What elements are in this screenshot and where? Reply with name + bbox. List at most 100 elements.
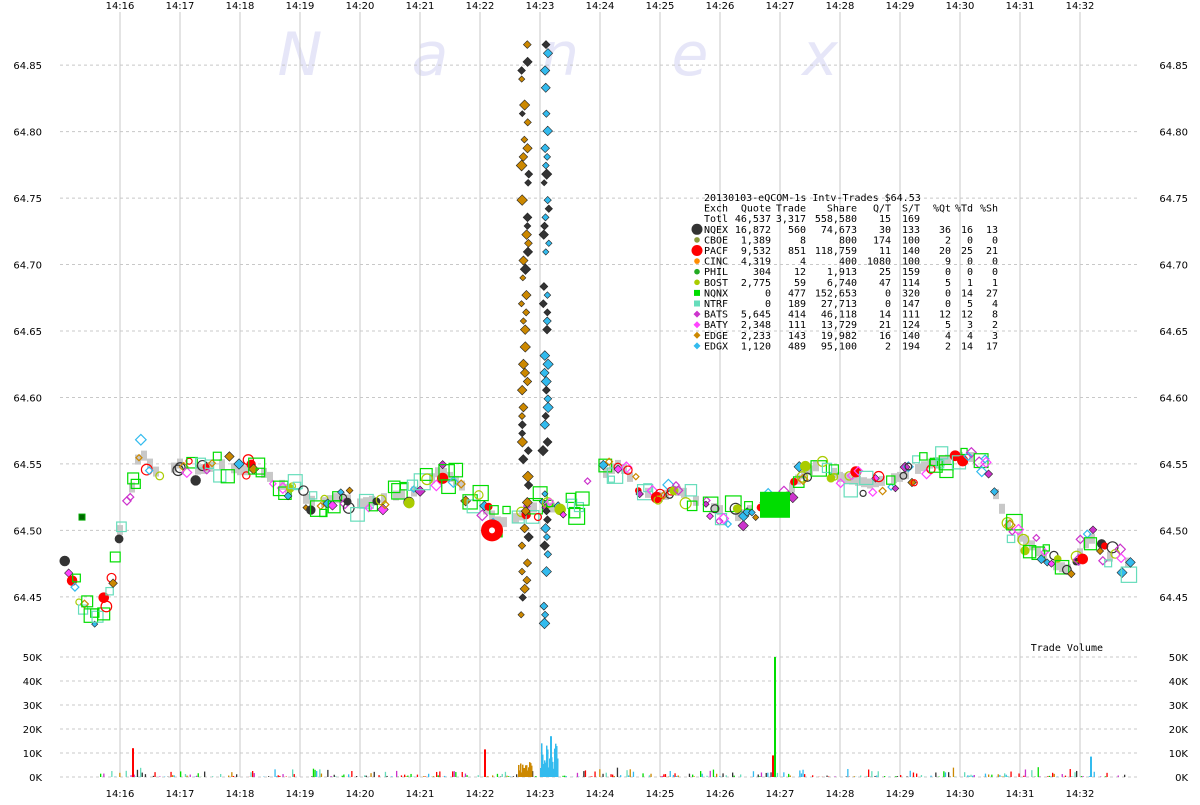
volume-bar xyxy=(366,776,367,777)
trade-marker-diamond xyxy=(540,541,549,550)
legend-cell-exch: EDGX xyxy=(704,341,728,352)
trade-marker-diamond xyxy=(524,481,533,490)
legend-cell-qt: 0 xyxy=(885,299,891,310)
legend-cell-psh: 2 xyxy=(992,320,998,331)
legend-cell-share: 13,729 xyxy=(821,320,857,331)
notable-trade-nqnx xyxy=(760,492,790,518)
trade-marker-diamond xyxy=(525,179,532,186)
trade-marker-diamond xyxy=(1117,568,1127,578)
legend-cell-quote: 0 xyxy=(765,299,771,310)
legend-cell-quote: 1,389 xyxy=(741,235,771,246)
trade-marker-square xyxy=(214,470,226,482)
volume-bar xyxy=(612,775,613,777)
volume-bars xyxy=(100,657,1125,777)
volume-bar xyxy=(670,771,671,777)
legend-cell-qt: 30 xyxy=(879,225,891,236)
volume-bar xyxy=(140,768,141,777)
legend-cell-st: 111 xyxy=(902,310,920,321)
volume-bar xyxy=(602,774,603,777)
volume-bar xyxy=(174,775,175,777)
volume-bar xyxy=(1039,776,1040,777)
volume-bar xyxy=(702,774,703,777)
legend-cell-st: 159 xyxy=(902,267,920,278)
legend-cell-ptd: 16 xyxy=(961,225,973,236)
trade-marker-diamond xyxy=(546,240,552,246)
y-tick-label-right: 64.85 xyxy=(1159,61,1188,72)
trade-marker-diamond xyxy=(543,438,552,447)
quote-band xyxy=(867,479,873,489)
legend-cell-pqt: 20 xyxy=(939,246,951,257)
volume-bar xyxy=(406,776,407,777)
volume-bar xyxy=(204,772,205,777)
legend-total-cell: 15 xyxy=(879,214,891,225)
trade-marker-diamond xyxy=(543,325,552,334)
volume-bar xyxy=(866,776,867,777)
volume-bar xyxy=(985,774,986,777)
legend-cell-pqt: 36 xyxy=(939,225,951,236)
legend-table: 20130103-eQCOM-1s Intv-Trades $64.53Exch… xyxy=(692,193,999,352)
x-tick-label-top: 14:18 xyxy=(226,1,255,12)
volume-bar xyxy=(516,774,517,777)
volume-tick-label-right: 30K xyxy=(1169,701,1189,712)
quote-band xyxy=(861,477,867,487)
trade-marker-diamond xyxy=(524,532,533,541)
legend-cell-trade: 414 xyxy=(788,310,806,321)
quote-band xyxy=(999,504,1005,514)
notable-trade-nqex xyxy=(79,514,85,520)
legend-cell-ptd: 14 xyxy=(961,288,973,299)
volume-bar xyxy=(319,769,320,777)
volume-tick-label-right: 20K xyxy=(1169,725,1189,736)
trade-marker-diamond xyxy=(523,377,531,385)
volume-bar xyxy=(407,776,408,777)
volume-bar xyxy=(860,776,861,777)
legend-cell-trade: 143 xyxy=(788,331,806,342)
volume-bar xyxy=(154,772,155,777)
x-tick-label-bottom: 14:30 xyxy=(946,789,975,800)
trade-marker-diamond xyxy=(136,434,147,445)
legend-cell-qt: 11 xyxy=(879,246,891,257)
trade-marker-diamond xyxy=(523,144,532,153)
volume-bar xyxy=(220,774,221,777)
volume-bar xyxy=(758,775,759,777)
y-tick-label-left: 64.55 xyxy=(13,460,42,471)
y-tick-label-right: 64.80 xyxy=(1159,128,1188,139)
y-tick-label-left: 64.65 xyxy=(13,327,42,338)
volume-bar xyxy=(1074,772,1075,777)
volume-bar xyxy=(761,772,762,777)
volume-bar xyxy=(910,771,911,777)
volume-bar xyxy=(455,772,456,777)
y-tick-label-left: 64.80 xyxy=(13,128,42,139)
volume-bar xyxy=(250,772,251,777)
volume-bar xyxy=(428,774,429,777)
trade-marker-square xyxy=(213,452,221,460)
volume-bar xyxy=(404,775,405,777)
volume-bar xyxy=(988,774,989,777)
volume-bar xyxy=(766,773,767,777)
y-tick-label-left: 64.85 xyxy=(13,61,42,72)
x-tick-label-top: 14:31 xyxy=(1006,1,1035,12)
volume-bar xyxy=(1065,776,1066,777)
volume-bar xyxy=(790,776,791,777)
x-tick-label-top: 14:28 xyxy=(826,1,855,12)
volume-bar-notable xyxy=(550,736,552,777)
quote-band xyxy=(141,451,147,461)
trade-marker-diamond xyxy=(518,542,525,549)
volume-bar xyxy=(170,772,171,777)
volume-bar xyxy=(314,770,315,777)
volume-bar xyxy=(438,775,439,777)
volume-bar xyxy=(900,775,901,777)
legend-cell-pqt: 2 xyxy=(945,235,951,246)
volume-bar xyxy=(351,771,352,777)
volume-bar xyxy=(502,774,503,777)
volume-bar xyxy=(969,776,970,777)
volume-bar xyxy=(1076,771,1077,777)
legend-cell-psh: 3 xyxy=(992,331,998,342)
trade-marker-square xyxy=(110,552,120,562)
volume-bar xyxy=(948,772,949,777)
trade-marker-diamond xyxy=(519,111,525,117)
volume-bar xyxy=(788,774,789,777)
trade-marker-diamond xyxy=(524,447,532,455)
volume-bar xyxy=(740,774,741,777)
volume-bar xyxy=(1025,769,1026,777)
volume-panel-title: Trade Volume xyxy=(1031,643,1103,654)
